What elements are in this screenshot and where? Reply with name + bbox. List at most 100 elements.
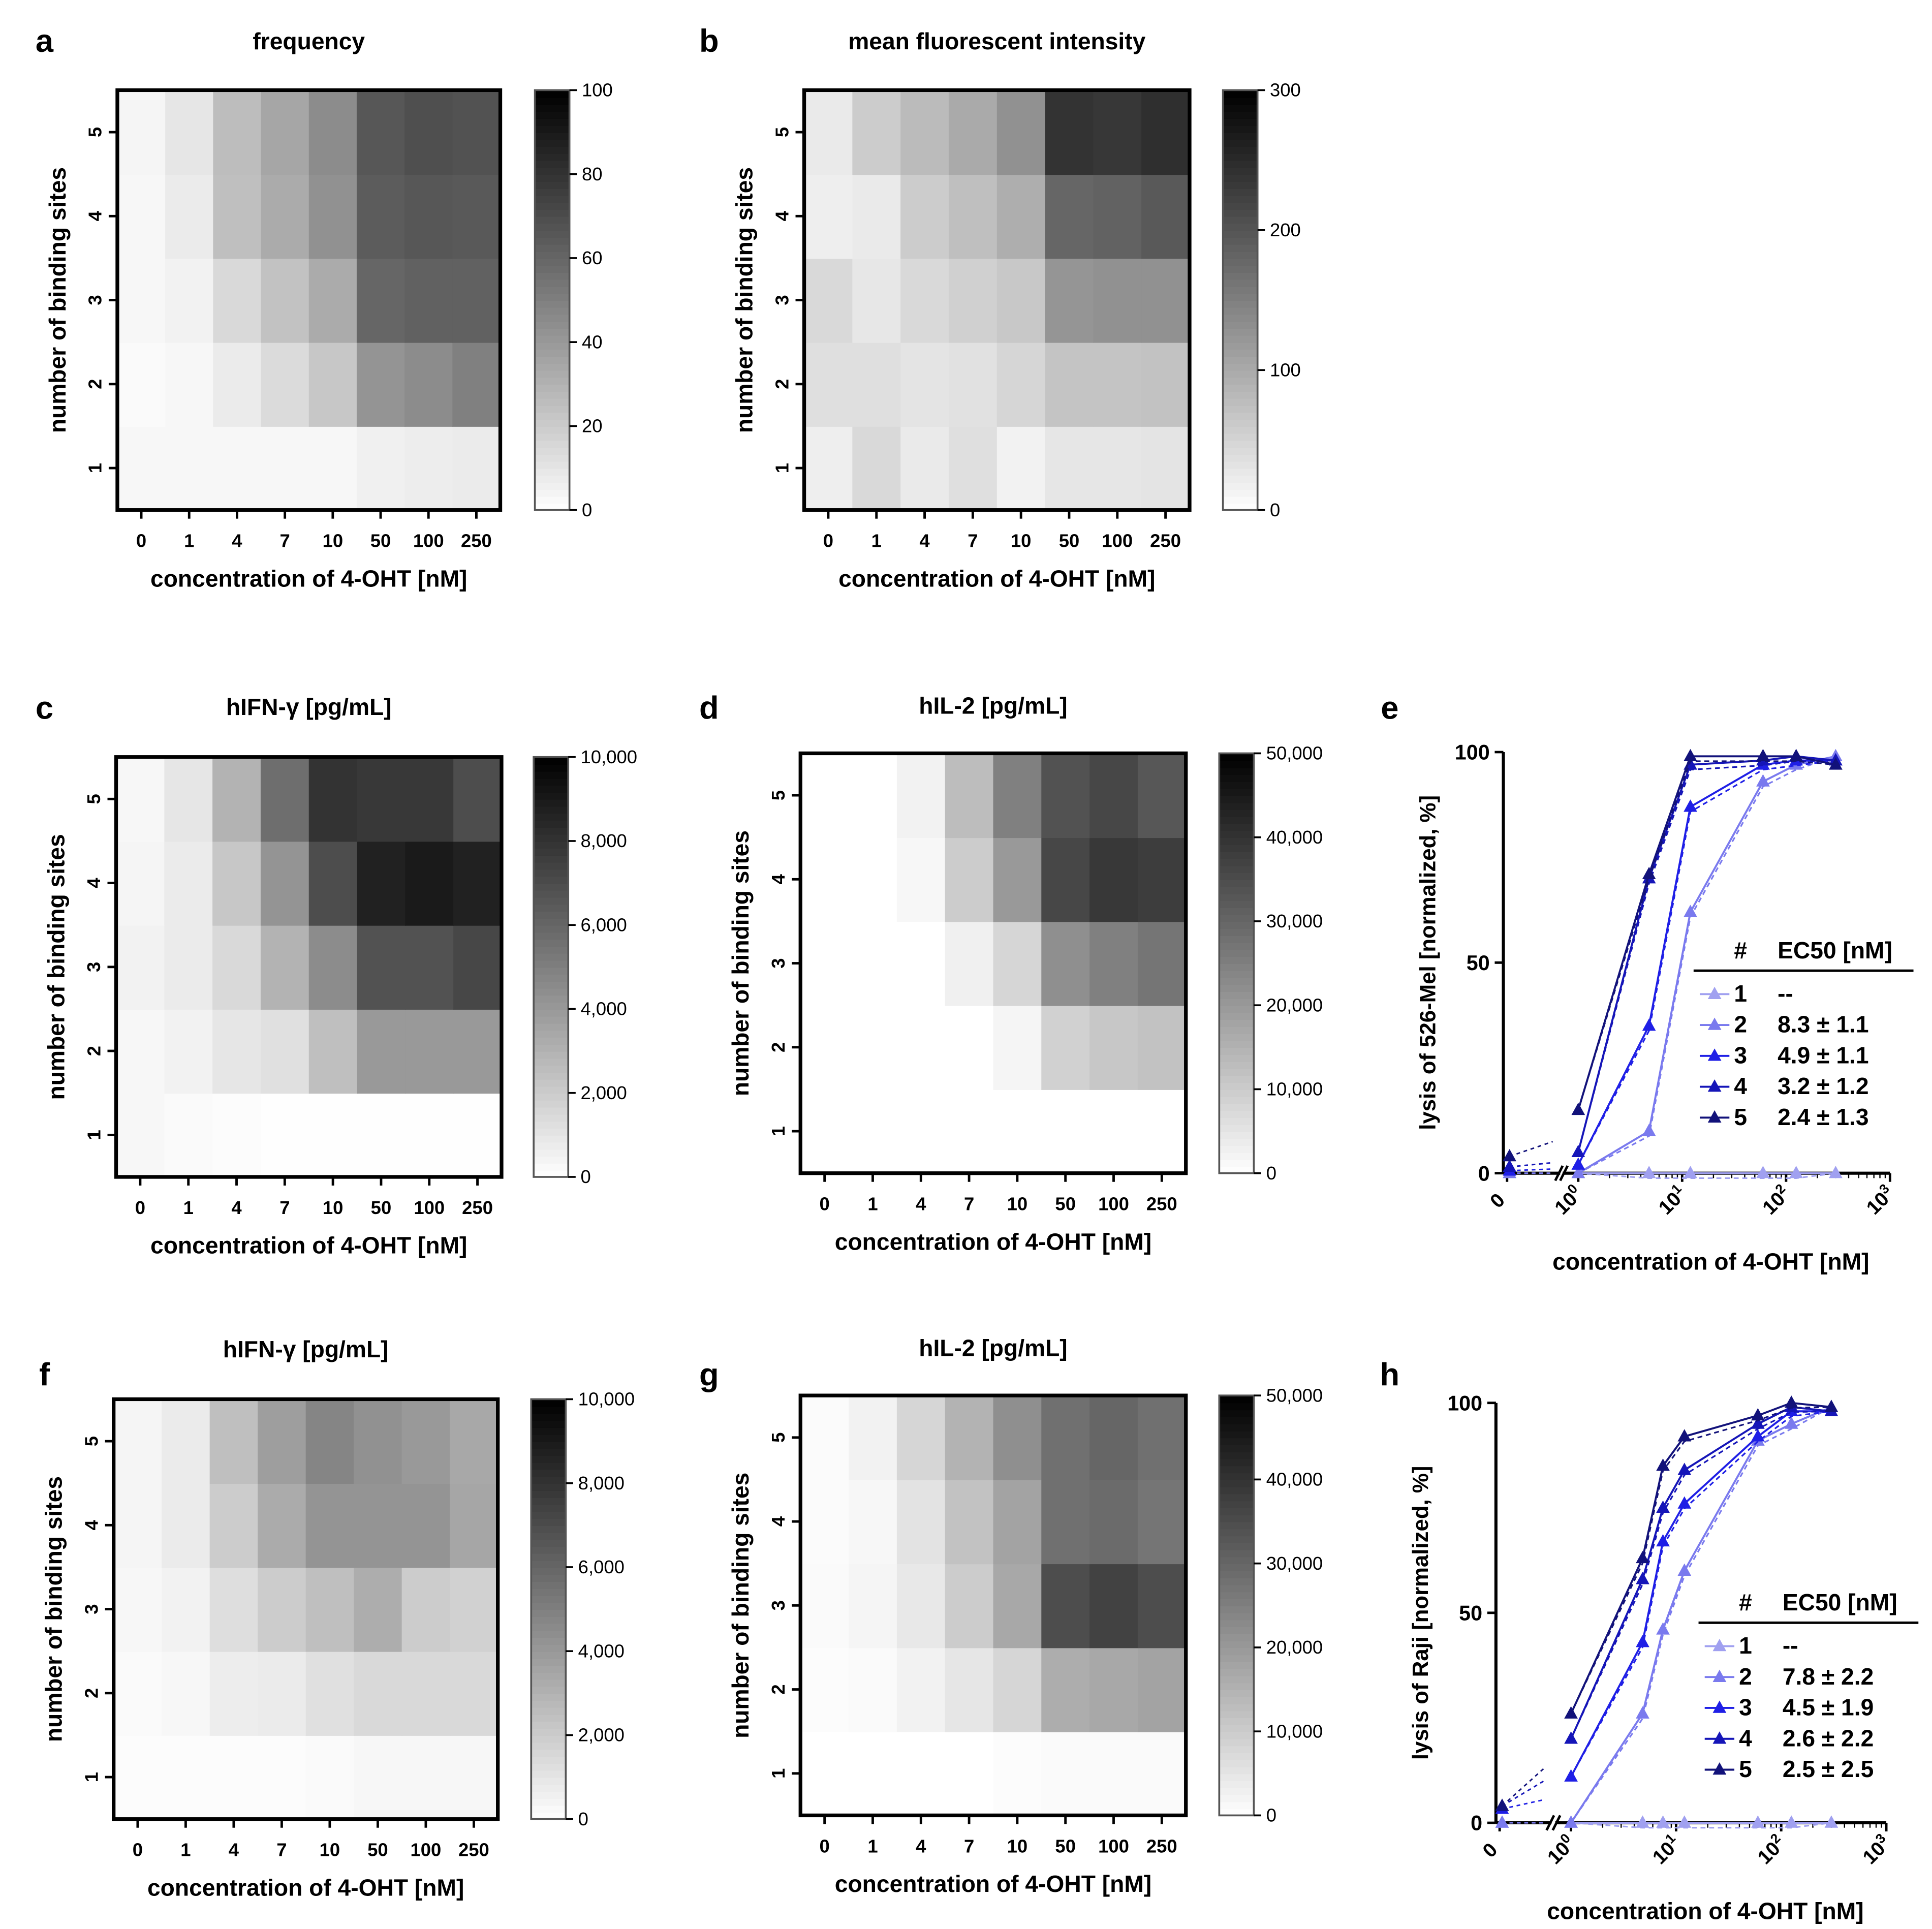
colorbar-segment	[534, 1135, 569, 1143]
legend-marker	[1707, 986, 1722, 1000]
colorbar-segment	[1223, 258, 1258, 266]
heatmap-cell	[164, 1009, 213, 1094]
heatmap-cell	[453, 925, 503, 1010]
heatmap-cell	[209, 1399, 259, 1484]
x-tick-label: 7	[279, 1197, 290, 1218]
colorbar-tick-label: 6,000	[578, 1557, 625, 1577]
heatmap-cell	[800, 753, 850, 838]
colorbar-segment	[535, 258, 570, 266]
colorbar-segment	[1223, 363, 1258, 371]
colorbar-segment	[535, 412, 570, 420]
colorbar-segment	[1219, 1103, 1254, 1111]
colorbar-segment	[1219, 1612, 1254, 1621]
heatmap-cell	[212, 925, 262, 1010]
heatmap-cell	[1137, 1647, 1187, 1732]
colorbar-segment	[1219, 1766, 1254, 1775]
colorbar-segment	[1219, 1500, 1254, 1508]
colorbar-segment	[535, 454, 570, 462]
colorbar-segment	[531, 1812, 566, 1820]
colorbar-segment	[534, 1142, 569, 1150]
colorbar-tick-label: 40	[582, 331, 603, 352]
data-point	[1656, 1534, 1670, 1547]
colorbar-segment	[531, 1707, 566, 1715]
legend-marker	[1707, 1079, 1722, 1092]
x-tick-label: 0	[1479, 1839, 1502, 1862]
colorbar-segment	[1219, 767, 1254, 775]
x-tick-label: 50	[370, 531, 391, 551]
x-tick-label: 4	[231, 1197, 242, 1218]
heatmap-cell	[1093, 342, 1142, 427]
colorbar-segment	[535, 146, 570, 154]
colorbar-segment	[1219, 1486, 1254, 1495]
colorbar-segment	[531, 1413, 566, 1421]
legend-marker	[1712, 1638, 1727, 1652]
colorbar-segment	[534, 841, 569, 849]
colorbar-segment	[1219, 1689, 1254, 1697]
heatmap-cell	[1041, 1479, 1090, 1565]
colorbar-segment	[535, 349, 570, 357]
colorbar-segment	[534, 1072, 569, 1080]
colorbar-segment	[534, 890, 569, 898]
colorbar-segment	[531, 1588, 566, 1596]
y-tick-label: 4	[768, 1516, 789, 1527]
colorbar-segment	[531, 1742, 566, 1750]
colorbar-tick-label: 0	[1266, 1805, 1276, 1826]
y-tick-label: 4	[85, 210, 106, 221]
colorbar-segment	[535, 125, 570, 133]
colorbar-segment	[535, 160, 570, 168]
heatmap-cell	[993, 1563, 1042, 1648]
y-axis-label: number of binding sites	[727, 1473, 754, 1738]
heatmap-cell	[1089, 1647, 1139, 1732]
colorbar-segment	[531, 1791, 566, 1799]
colorbar-segment	[1219, 1493, 1254, 1502]
heatmap-cell	[1089, 921, 1139, 1006]
colorbar-segment	[535, 237, 570, 245]
colorbar-segment	[1219, 1472, 1254, 1480]
heatmap-cell	[453, 757, 503, 842]
x-axis-label: concentration of 4-OHT [nM]	[150, 565, 467, 592]
x-tick-label: 1	[867, 1835, 878, 1856]
axis-break	[1551, 1815, 1562, 1831]
data-point	[1564, 1706, 1578, 1719]
y-tick-label: 100	[1455, 741, 1490, 764]
colorbar-segment	[535, 153, 570, 161]
x-tick-label: 250	[1146, 1194, 1177, 1215]
colorbar-segment	[1219, 1075, 1254, 1083]
colorbar-segment	[1219, 1528, 1254, 1537]
heatmap-cell	[996, 258, 1046, 343]
heatmap-cell	[945, 1005, 994, 1090]
heatmap-cell	[354, 1651, 403, 1736]
heatmap-cell	[996, 174, 1046, 259]
colorbar-tick-label: 50,000	[1266, 743, 1323, 764]
colorbar-segment	[1223, 216, 1258, 224]
colorbar-segment	[531, 1721, 566, 1729]
colorbar-segment	[531, 1406, 566, 1414]
colorbar-segment	[534, 904, 569, 912]
heatmap-cell	[453, 841, 503, 926]
heatmap-cell	[1041, 837, 1090, 922]
x-tick-label: 1	[183, 1197, 194, 1218]
heatmap-cell	[405, 841, 454, 926]
heatmap-cell	[401, 1399, 451, 1484]
heatmap-cell	[401, 1735, 451, 1820]
colorbar-segment	[534, 988, 569, 996]
colorbar-segment	[1223, 104, 1258, 112]
colorbar-segment	[1223, 118, 1258, 126]
data-point	[1789, 749, 1803, 762]
colorbar-segment	[1219, 830, 1254, 838]
colorbar-frame	[530, 1398, 567, 1820]
colorbar-segment	[1219, 942, 1254, 950]
data-point	[1571, 1144, 1585, 1157]
heatmap-cell	[117, 426, 166, 511]
data-point	[1784, 1395, 1798, 1408]
heatmap-cell	[261, 258, 310, 343]
x-tick-label: 10	[320, 1840, 340, 1860]
colorbar-segment	[1223, 160, 1258, 168]
heatmap-cell	[450, 1399, 499, 1484]
colorbar-tick-label: 30,000	[1266, 1553, 1323, 1574]
colorbar-segment	[534, 1170, 569, 1178]
colorbar-segment	[531, 1637, 566, 1645]
colorbar-segment	[1219, 1563, 1254, 1571]
heatmap-cell	[1137, 1731, 1187, 1816]
heatmap-cell	[1041, 921, 1090, 1006]
